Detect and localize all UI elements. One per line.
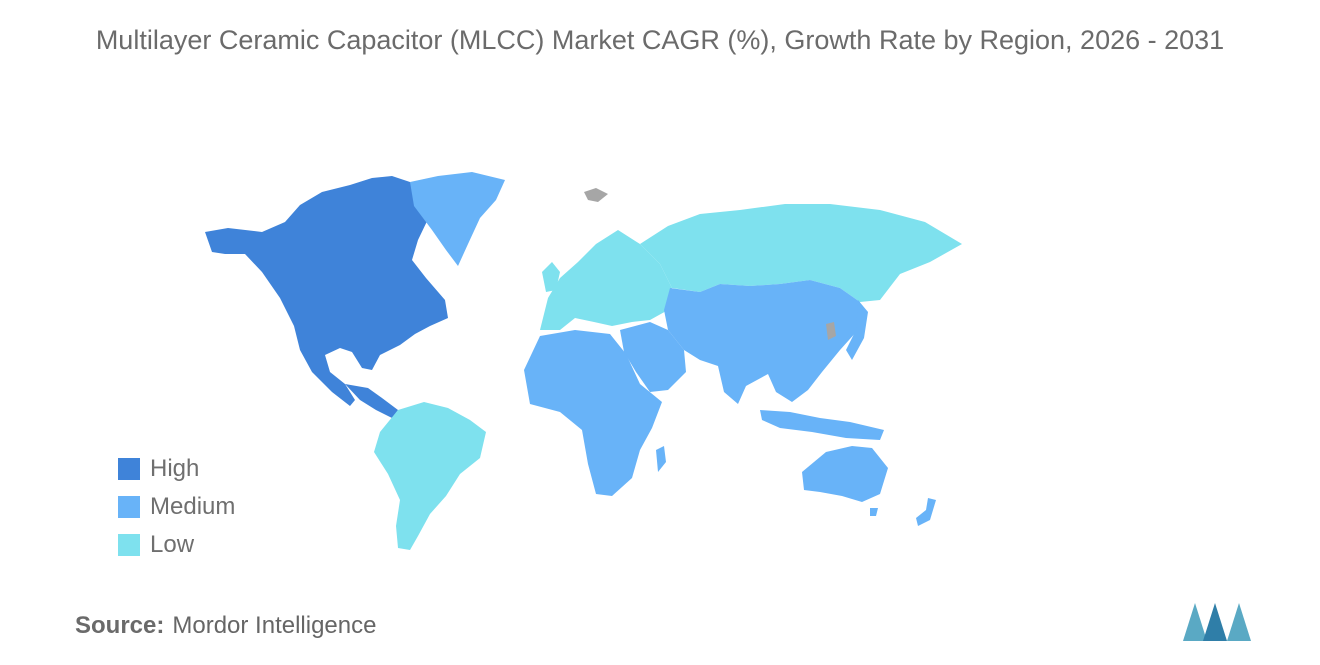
legend-item-low: Low: [118, 526, 235, 564]
legend-swatch-low: [118, 534, 140, 556]
region-svalbard: [584, 188, 608, 202]
legend-item-high: High: [118, 450, 235, 488]
region-russia: [640, 204, 962, 302]
region-south-america: [374, 402, 486, 550]
legend-item-medium: Medium: [118, 488, 235, 526]
legend-label-medium: Medium: [150, 493, 236, 520]
source-value: Mordor Intelligence: [172, 612, 377, 639]
region-central-america: [345, 384, 398, 418]
legend-swatch-medium: [118, 496, 140, 518]
legend-label-high: High: [150, 455, 200, 482]
source-label: Source:: [75, 612, 165, 639]
region-madagascar: [656, 446, 666, 472]
region-uk: [542, 262, 560, 292]
legend-label-low: Low: [150, 531, 195, 558]
region-greenland: [410, 172, 505, 266]
map-legend: High Medium Low: [118, 450, 235, 564]
region-africa: [524, 330, 662, 496]
mordor-intelligence-logo: [1183, 603, 1251, 641]
chart-title: Multilayer Ceramic Capacitor (MLCC) Mark…: [95, 25, 1225, 55]
region-north-america: [205, 176, 448, 406]
region-new-zealand: [916, 498, 936, 526]
legend-swatch-high: [118, 458, 140, 480]
region-europe: [540, 230, 672, 330]
region-korea: [826, 322, 836, 340]
region-japan: [846, 300, 868, 360]
region-asia: [664, 280, 860, 404]
region-tasmania: [870, 508, 878, 516]
source-line: Source: Mordor Intelligence: [75, 612, 376, 640]
region-australia: [802, 446, 888, 502]
region-middle-east: [620, 322, 686, 392]
region-southeast-asia-islands: [760, 410, 884, 440]
